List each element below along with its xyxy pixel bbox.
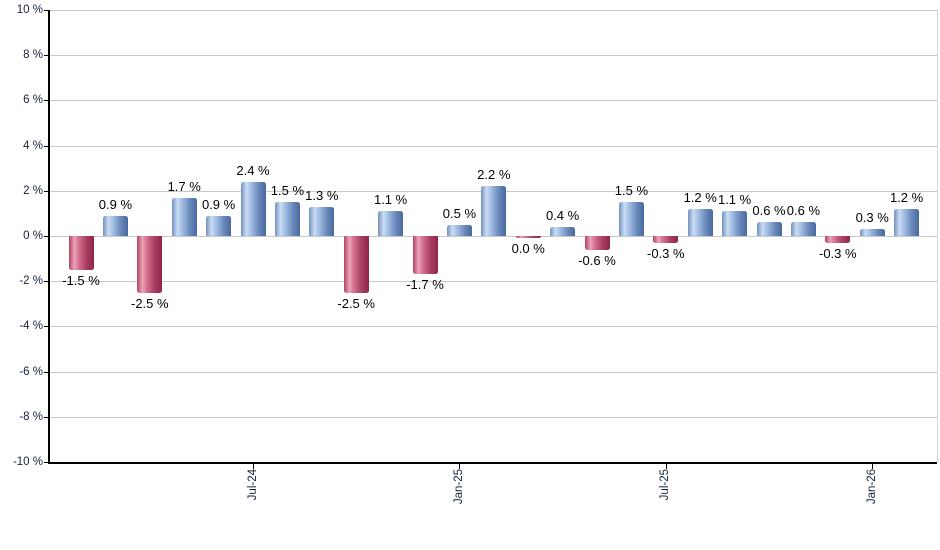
bar-value-label: -0.3 % — [647, 245, 685, 261]
bar — [515, 236, 541, 238]
x-tick-label: Jul-24 — [246, 469, 259, 501]
bar — [653, 236, 679, 243]
bar — [171, 197, 197, 236]
y-axis-line — [48, 10, 50, 464]
bar — [68, 236, 94, 270]
bar — [102, 215, 128, 236]
gridline — [50, 372, 937, 373]
y-tick-label: -2 % — [19, 275, 43, 288]
x-tick-mark — [253, 464, 254, 469]
bar-value-label: 1.1 % — [717, 192, 752, 208]
gridline — [50, 100, 937, 101]
bar-value-label: -0.6 % — [578, 252, 616, 268]
bar-value-label: 1.5 % — [614, 183, 649, 199]
y-tick-mark — [44, 236, 48, 237]
y-tick-label: 0 % — [23, 230, 43, 242]
y-tick-mark — [44, 372, 48, 373]
bar — [859, 229, 885, 236]
bar — [894, 208, 920, 236]
bar-value-label: 0.5 % — [442, 205, 477, 221]
bar-value-label: 1.5 % — [270, 183, 305, 199]
bar-value-label: 0.9 % — [201, 196, 236, 212]
bar-value-label: 0.0 % — [511, 241, 545, 256]
bar-value-label: 1.2 % — [683, 189, 717, 205]
bar — [240, 181, 266, 236]
gridline — [50, 281, 937, 282]
gridline — [50, 55, 937, 56]
bar-value-label: 0.6 % — [786, 203, 821, 219]
y-tick-mark — [44, 100, 48, 101]
bar — [446, 224, 472, 236]
bar-value-label: -1.5 % — [62, 272, 100, 288]
bar — [825, 236, 851, 243]
bar — [412, 236, 438, 275]
x-axis-line — [48, 462, 937, 464]
y-tick-label: -10 % — [12, 456, 43, 468]
bar-value-label: 1.2 % — [889, 189, 924, 205]
bar-value-label: -2.5 % — [131, 295, 169, 311]
y-tick-label: -4 % — [19, 320, 43, 333]
y-tick-mark — [44, 146, 48, 147]
gridline — [50, 146, 937, 147]
bar-value-label: 0.6 % — [752, 203, 786, 219]
y-tick-mark — [44, 55, 48, 56]
plot-right-border — [937, 10, 938, 462]
bar — [618, 202, 644, 236]
bar — [722, 211, 748, 236]
x-tick-label: Jan-25 — [452, 469, 465, 505]
y-tick-label: 2 % — [23, 184, 43, 197]
y-tick-label: 6 % — [23, 94, 43, 107]
bar — [274, 202, 300, 236]
bar-value-label: 1.7 % — [167, 178, 201, 194]
bar — [756, 222, 782, 236]
bar — [378, 211, 404, 236]
y-tick-mark — [44, 281, 48, 282]
bar — [584, 236, 610, 250]
x-tick-mark — [459, 464, 460, 469]
bar — [790, 222, 816, 236]
gridline — [50, 417, 937, 418]
y-tick-mark — [44, 462, 48, 463]
y-tick-mark — [44, 191, 48, 192]
bar-value-label: 2.2 % — [477, 167, 511, 183]
gridline — [50, 10, 937, 11]
bar — [687, 208, 713, 236]
x-tick-label: Jul-25 — [659, 469, 672, 501]
bar-value-label: -2.5 % — [337, 295, 375, 311]
bar-value-label: 0.9 % — [98, 196, 133, 212]
x-tick-label: Jan-26 — [865, 469, 878, 505]
bar-value-label: 1.3 % — [305, 187, 339, 203]
y-tick-label: -6 % — [19, 365, 43, 378]
y-tick-label: 4 % — [23, 139, 43, 152]
bar — [137, 236, 163, 293]
bar-value-label: 2.4 % — [236, 162, 270, 178]
x-tick-mark — [872, 464, 873, 469]
gridline — [50, 326, 937, 327]
bar-value-label: -1.7 % — [406, 277, 444, 293]
bar-value-label: 1.1 % — [373, 192, 408, 208]
bar — [206, 215, 232, 236]
y-tick-label: 8 % — [23, 49, 43, 62]
y-tick-mark — [44, 417, 48, 418]
bar — [309, 206, 335, 236]
bar — [550, 226, 576, 236]
gridline — [50, 236, 937, 237]
bar-value-label: -0.3 % — [819, 245, 857, 261]
y-tick-mark — [44, 326, 48, 327]
bar-value-label: 0.3 % — [855, 210, 889, 226]
y-tick-mark — [44, 10, 48, 11]
x-tick-mark — [666, 464, 667, 469]
bar-value-label: 0.4 % — [545, 207, 580, 223]
bar — [343, 236, 369, 293]
bar — [481, 186, 507, 236]
y-tick-label: -8 % — [19, 410, 43, 423]
y-tick-label: 10 % — [16, 4, 43, 16]
